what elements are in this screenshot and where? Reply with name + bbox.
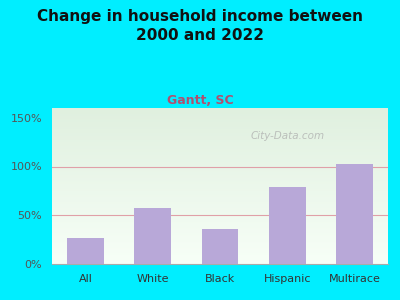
Bar [202, 229, 238, 264]
Text: City-Data.com: City-Data.com [250, 131, 324, 141]
Bar [269, 187, 306, 264]
Bar [336, 164, 373, 264]
Text: Change in household income between
2000 and 2022: Change in household income between 2000 … [37, 9, 363, 43]
Bar [67, 238, 104, 264]
Text: Gantt, SC: Gantt, SC [167, 94, 233, 107]
Bar [134, 208, 171, 264]
